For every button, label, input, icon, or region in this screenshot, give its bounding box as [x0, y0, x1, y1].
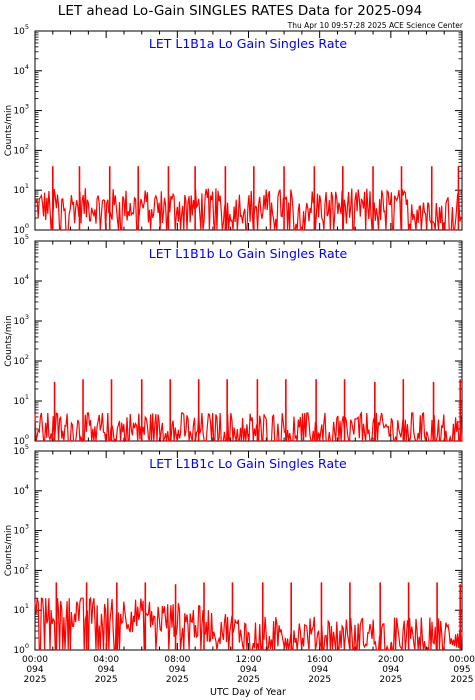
y-tick-label: 104	[13, 483, 29, 497]
x-tick-time: 12:00	[236, 655, 262, 665]
x-tick-year: 2025	[95, 675, 118, 685]
y-axis-label: Counts/min	[4, 105, 14, 156]
y-tick-label: 100	[13, 642, 29, 656]
y-tick-label: 102	[13, 562, 29, 576]
x-tick-day: 094	[240, 665, 257, 675]
x-tick-day: 094	[26, 665, 43, 675]
y-axis-label: Counts/min	[4, 315, 14, 366]
x-tick-day: 094	[382, 665, 399, 675]
y-tick-label: 104	[13, 273, 29, 287]
y-tick-label: 103	[13, 103, 29, 117]
y-tick-label: 102	[13, 353, 29, 367]
x-tick-year: 2025	[308, 675, 331, 685]
x-tick-time: 00:00	[449, 655, 475, 665]
x-tick-year: 2025	[24, 675, 47, 685]
x-tick-time: 08:00	[164, 655, 190, 665]
y-tick-label: 104	[13, 63, 29, 77]
x-tick-year: 2025	[166, 675, 189, 685]
timestamp: Thu Apr 10 09:57:28 2025 ACE Science Cen…	[287, 21, 464, 30]
y-tick-label: 101	[13, 393, 29, 407]
x-tick-year: 2025	[237, 675, 260, 685]
x-tick-time: 20:00	[378, 655, 404, 665]
y-tick-label: 101	[13, 602, 29, 616]
series-line	[34, 188, 463, 231]
y-axis-label: Counts/min	[4, 525, 14, 576]
x-tick-time: 16:00	[307, 655, 333, 665]
x-tick-year: 2025	[379, 675, 402, 685]
panel-title: LET L1B1b Lo Gain Singles Rate	[149, 246, 348, 261]
y-tick-label: 101	[13, 182, 29, 196]
x-tick-year: 2025	[451, 675, 474, 685]
plot-frame	[34, 450, 463, 651]
panel-title: LET L1B1a Lo Gain Singles Rate	[149, 36, 348, 51]
panel-title: LET L1B1c Lo Gain Singles Rate	[149, 456, 347, 471]
panels: 100 101 102 103 104 105 Counts/min LET L1B1a Lo…	[4, 23, 463, 656]
x-tick-day: 094	[98, 665, 115, 675]
y-tick-label: 103	[13, 313, 29, 327]
series-line	[34, 411, 463, 443]
y-tick-label: 102	[13, 142, 29, 156]
x-tick-time: 00:00	[22, 655, 48, 665]
x-tick-day: 095	[453, 665, 470, 675]
x-tick-day: 094	[169, 665, 186, 675]
y-tick-label: 103	[13, 523, 29, 537]
y-tick-label: 105	[13, 23, 29, 37]
x-axis-label: UTC Day of Year	[210, 687, 286, 698]
x-axis: 00:00094202504:00094202508:00094202512:0…	[22, 655, 475, 685]
plot-frame	[34, 240, 463, 442]
series-line	[34, 596, 463, 653]
x-tick-day: 094	[311, 665, 328, 675]
figure-title: LET ahead Lo-Gain SINGLES RATES Data for…	[58, 3, 422, 19]
x-tick-time: 04:00	[93, 655, 119, 665]
